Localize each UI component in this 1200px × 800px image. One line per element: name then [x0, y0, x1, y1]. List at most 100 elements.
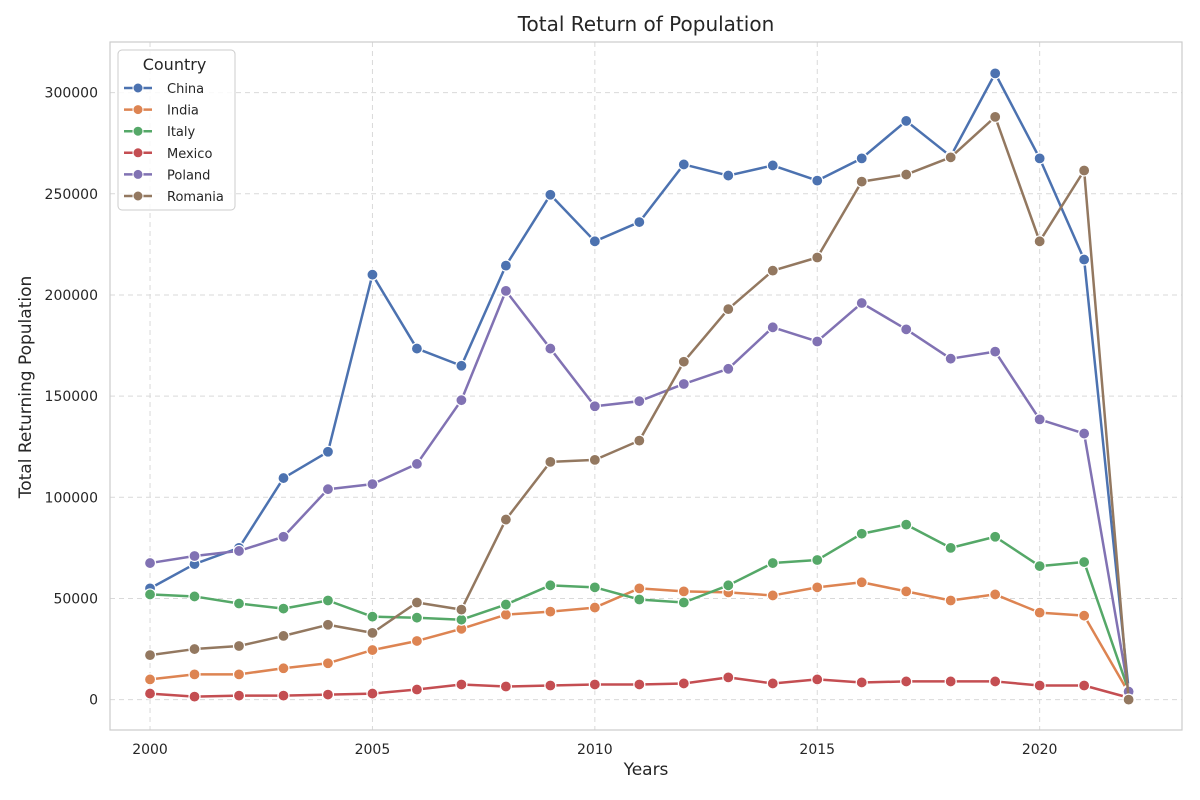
data-point-china [1078, 253, 1091, 266]
data-point-china [900, 114, 913, 128]
data-point-romania [1078, 164, 1091, 177]
data-point-india [321, 657, 335, 670]
data-point-italy [188, 590, 201, 603]
data-point-india [989, 588, 1002, 601]
data-point-mexico [677, 677, 690, 690]
data-point-italy [722, 579, 735, 592]
data-point-india [188, 668, 201, 681]
data-point-mexico [855, 676, 868, 689]
data-point-romania [455, 603, 468, 616]
data-point-mexico [900, 675, 913, 688]
x-tick-label: 2020 [1022, 742, 1058, 758]
data-point-mexico [989, 675, 1002, 688]
data-point-romania [766, 264, 779, 277]
data-point-italy [232, 597, 246, 610]
data-point-poland [588, 400, 601, 413]
data-point-romania [188, 642, 201, 656]
data-point-romania [1122, 693, 1135, 706]
series-layer [143, 67, 1135, 706]
data-point-romania [811, 251, 824, 264]
data-point-india [855, 576, 868, 589]
data-point-romania [855, 175, 868, 188]
series-poland [143, 284, 1135, 698]
data-point-china [544, 188, 557, 201]
data-point-china [633, 215, 646, 229]
data-point-mexico [188, 690, 201, 703]
data-point-india [1033, 606, 1046, 619]
data-point-mexico [143, 687, 157, 700]
legend-swatch-marker-romania [132, 190, 144, 202]
data-point-mexico [277, 689, 290, 702]
data-point-romania [944, 151, 957, 164]
data-point-italy [499, 598, 512, 611]
data-point-china [677, 158, 690, 171]
data-point-poland [188, 549, 201, 563]
data-point-poland [277, 530, 290, 543]
y-tick-label: 200000 [45, 288, 98, 304]
data-point-india [232, 668, 246, 681]
x-tick-label: 2005 [355, 742, 391, 758]
axis-ticks: 2000 2005 2010 2015 2020 0 50000 100000 150000 20… [45, 86, 1058, 758]
data-point-india [277, 662, 290, 675]
legend-swatch-marker-china [132, 82, 144, 94]
data-point-mexico [321, 688, 335, 701]
legend-swatch-marker-italy [132, 125, 144, 137]
data-point-china [722, 169, 735, 182]
data-point-china [811, 174, 824, 187]
y-tick-label: 150000 [45, 389, 98, 405]
data-point-poland [944, 352, 957, 365]
y-tick-label: 0 [89, 693, 98, 709]
data-point-poland [1033, 413, 1046, 426]
legend-box [117, 49, 236, 211]
plot-frame [109, 41, 1183, 731]
data-point-romania [722, 303, 735, 316]
data-point-mexico [722, 671, 735, 684]
series-india [143, 576, 1135, 699]
data-point-mexico [366, 687, 379, 700]
x-axis-label: Years [623, 760, 669, 780]
data-point-china [455, 359, 468, 372]
data-point-italy [677, 596, 690, 609]
data-point-mexico [455, 678, 468, 691]
data-point-italy [900, 518, 913, 531]
data-point-poland [143, 556, 157, 570]
data-point-poland [232, 544, 246, 558]
data-point-india [1078, 609, 1091, 622]
data-point-romania [277, 629, 290, 643]
legend-label-romania: Romania [167, 190, 224, 205]
data-point-india [677, 585, 690, 598]
data-point-romania [588, 453, 601, 466]
data-point-mexico [944, 675, 957, 688]
data-point-italy [455, 613, 468, 626]
data-point-india [900, 585, 913, 598]
y-tick-label: 50000 [53, 591, 98, 607]
data-point-italy [588, 581, 601, 594]
data-point-italy [1078, 555, 1091, 569]
data-point-india [588, 601, 601, 614]
data-point-china [410, 342, 424, 355]
data-point-romania [232, 639, 246, 653]
data-point-india [766, 589, 779, 602]
data-point-italy [410, 611, 424, 624]
data-point-mexico [1078, 679, 1091, 692]
data-point-india [410, 634, 424, 648]
legend-label-india: India [167, 104, 199, 119]
data-point-italy [989, 530, 1002, 543]
data-point-italy [766, 556, 779, 570]
data-point-romania [1033, 235, 1046, 248]
data-point-mexico [811, 673, 824, 686]
data-point-mexico [1033, 679, 1046, 692]
data-point-mexico [499, 680, 512, 693]
data-point-india [366, 643, 379, 657]
data-point-romania [321, 618, 335, 631]
data-point-romania [677, 355, 690, 368]
data-point-poland [766, 321, 779, 334]
data-point-romania [900, 168, 913, 181]
series-italy [143, 518, 1135, 697]
legend-label-italy: Italy [167, 125, 196, 140]
data-point-poland [722, 362, 735, 375]
data-point-china [1033, 152, 1046, 165]
legend-swatch-marker-poland [132, 168, 144, 180]
data-point-mexico [410, 683, 424, 696]
